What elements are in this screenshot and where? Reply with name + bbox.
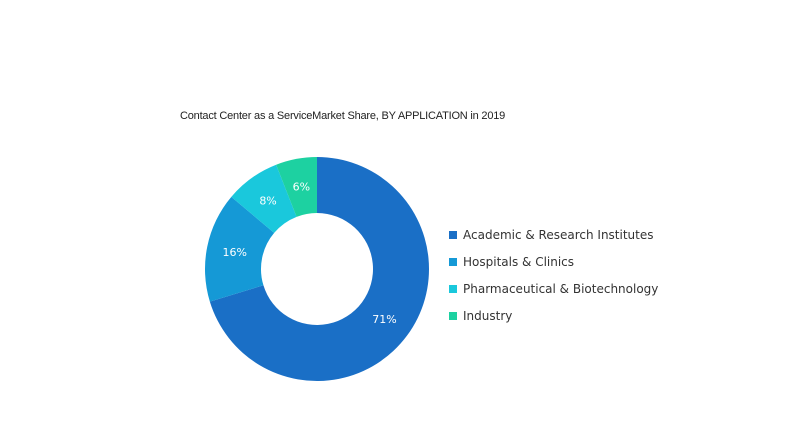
slice-data-label: 8% (259, 195, 276, 208)
legend-label: Pharmaceutical & Biotechnology (463, 281, 659, 296)
legend-label: Academic & Research Institutes (463, 227, 654, 242)
legend-item[interactable]: Academic & Research Institutes (449, 221, 658, 248)
legend-label: Hospitals & Clinics (463, 254, 575, 269)
legend-swatch (449, 230, 457, 239)
donut-slice[interactable] (276, 157, 317, 217)
chart-legend: Academic & Research Institutes Hospitals … (449, 221, 658, 329)
slice-data-label: 16% (222, 246, 246, 259)
legend-item[interactable]: Industry (449, 302, 658, 329)
chart-title: Contact Center as a ServiceMarket Share,… (180, 110, 506, 122)
donut-slice[interactable] (205, 196, 275, 302)
legend-swatch (449, 257, 457, 266)
donut-slice[interactable] (209, 157, 430, 381)
legend-item[interactable]: Hospitals & Clinics (449, 248, 658, 275)
donut-slice[interactable] (231, 164, 297, 233)
legend-label: Industry (463, 308, 513, 323)
legend-swatch (449, 284, 457, 293)
slice-data-label: 71% (372, 313, 396, 326)
legend-swatch (449, 311, 457, 320)
slice-data-label: 6% (293, 180, 310, 193)
legend-item[interactable]: Pharmaceutical & Biotechnology (449, 275, 658, 302)
